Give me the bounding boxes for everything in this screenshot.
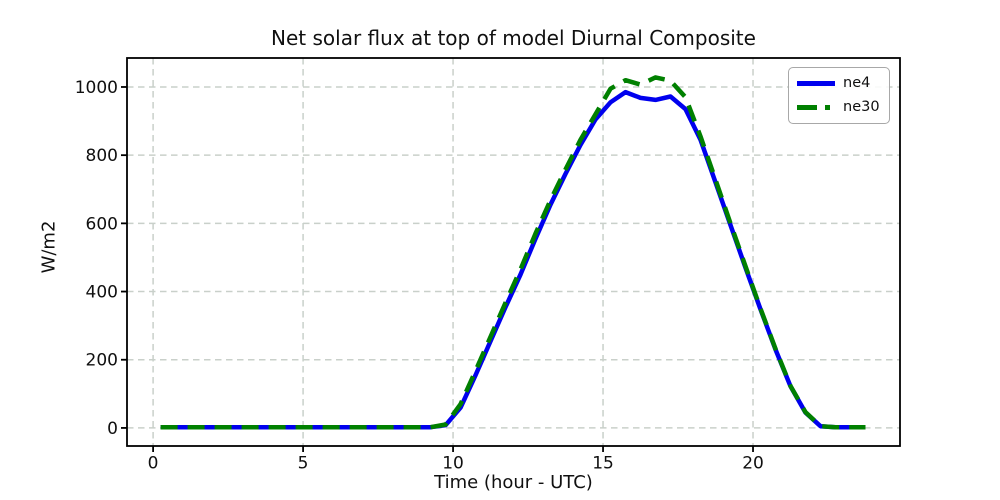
x-tick-label: 20 [742,454,764,474]
x-tick-label: 0 [148,454,159,474]
legend-line-sample-ne30 [797,105,835,110]
y-axis-label: W/m2 [38,220,60,274]
plot-border [126,57,901,447]
legend-item-ne4: ne4 [797,75,880,92]
y-tick-label: 200 [86,351,118,371]
y-tick-label: 800 [86,146,118,166]
series-line-ne30 [160,75,866,430]
y-tick-label: 0 [107,419,118,439]
y-tick-label: 600 [86,214,118,234]
legend-item-ne30: ne30 [797,99,880,116]
x-axis-label: Time (hour - UTC) [434,472,593,493]
series-line-ne4 [160,89,866,430]
x-tick-label: 15 [592,454,614,474]
legend: ne4 ne30 [788,67,890,124]
x-tick-label: 10 [442,454,464,474]
chart-title: Net solar flux at top of model Diurnal C… [271,26,756,50]
y-tick-label: 1000 [75,78,118,98]
x-tick-label: 5 [298,454,309,474]
legend-label-ne30: ne30 [843,99,880,115]
y-tick-label: 400 [86,283,118,303]
legend-line-sample-ne4 [797,81,835,86]
legend-label-ne4: ne4 [843,75,871,91]
